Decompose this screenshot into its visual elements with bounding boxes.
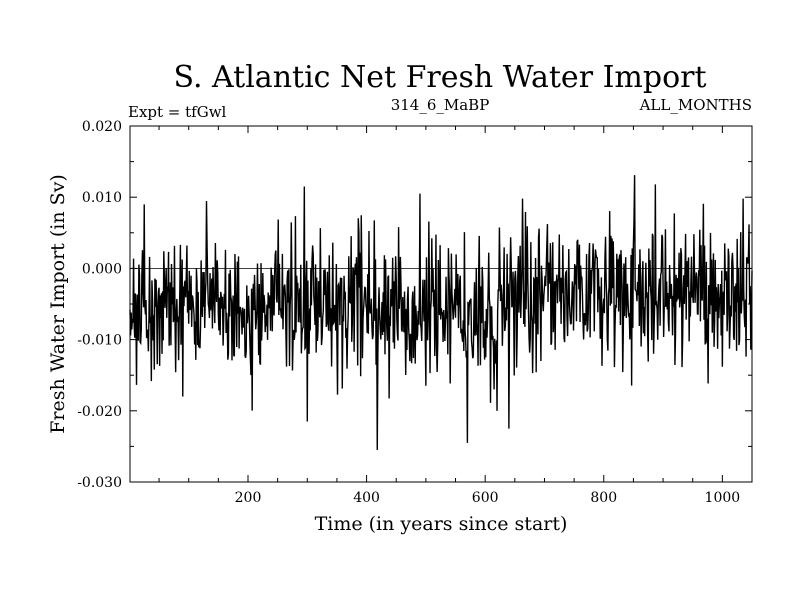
- x-tick-label: 200: [235, 490, 262, 506]
- months-label: ALL_MONTHS: [639, 96, 752, 114]
- experiment-label: Expt = tfGwl: [128, 103, 227, 121]
- run-label: 314_6_MaBP: [391, 96, 490, 114]
- y-axis-label: Fresh Water Import (in Sv): [47, 174, 69, 434]
- x-tick-label: 800: [590, 490, 617, 506]
- y-tick-label: -0.020: [77, 404, 122, 420]
- series-line-net_fresh_water_import: [129, 175, 753, 450]
- x-tick-label: 1000: [705, 490, 741, 506]
- y-tick-label: -0.030: [77, 475, 122, 491]
- chart-title: S. Atlantic Net Fresh Water Import: [173, 60, 706, 95]
- x-axis-label: Time (in years since start): [315, 513, 568, 535]
- x-tick-label: 600: [472, 490, 499, 506]
- y-tick-label: 0.000: [82, 261, 122, 277]
- y-tick-label: 0.010: [82, 190, 122, 206]
- x-tick-label: 400: [353, 490, 380, 506]
- y-tick-label: -0.010: [77, 333, 122, 349]
- y-tick-label: 0.020: [82, 119, 122, 135]
